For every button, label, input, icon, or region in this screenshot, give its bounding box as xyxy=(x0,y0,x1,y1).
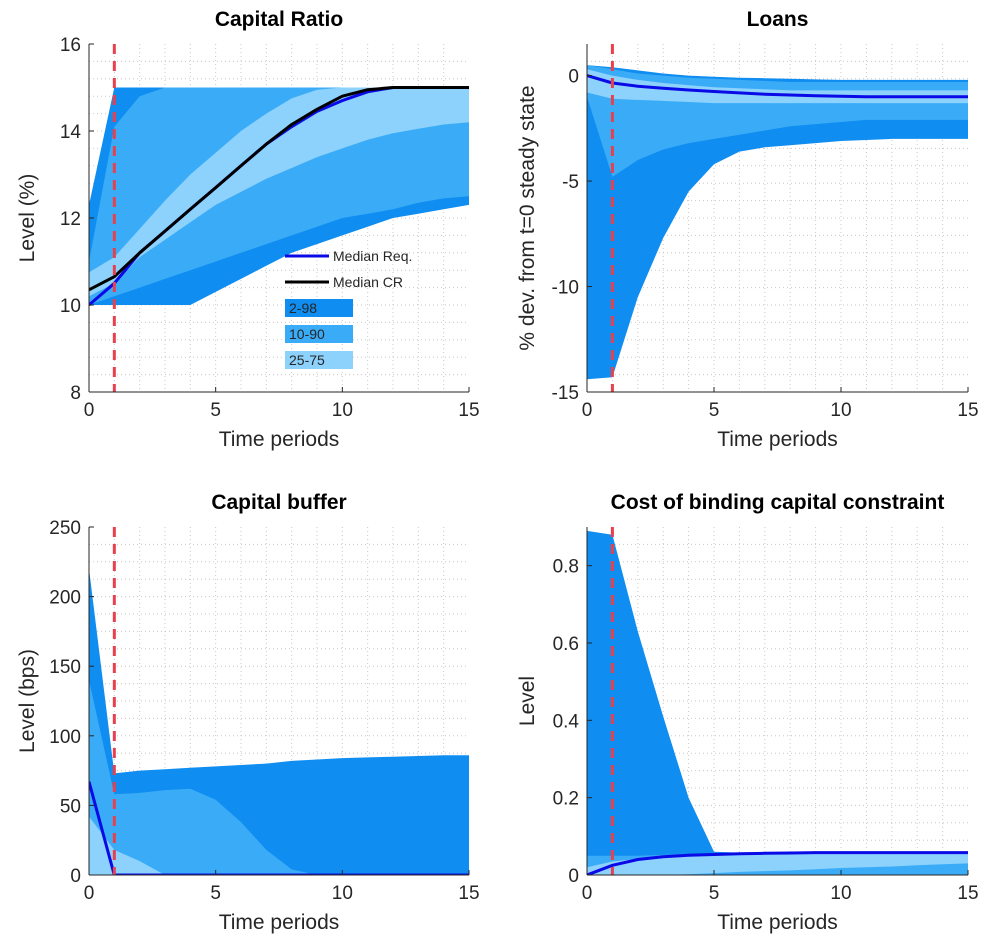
legend-label: Median Req. xyxy=(333,248,412,264)
chart-panel-1: 0 5 10 15 8 10 12 14 16 Capital Ratio Time periods… xyxy=(16,8,480,451)
series-median-req xyxy=(587,851,968,875)
band-25-75 xyxy=(587,853,968,875)
chart-panel-2: 0 5 10 15 -15 -10 -5 0 Loans Time periods % dev. f… xyxy=(516,8,979,451)
y-tick-label: 0 xyxy=(568,67,579,88)
x-tick-label: 15 xyxy=(458,883,479,904)
band-10-90 xyxy=(89,87,469,305)
y-tick-label: 16 xyxy=(60,35,81,56)
legend: Median Req. Median CR 2-98 10-90 25-75 xyxy=(285,248,412,369)
y-axis-label: Level xyxy=(516,676,539,726)
series-median-cr xyxy=(89,86,469,292)
x-tick-label: 0 xyxy=(582,883,593,904)
legend-label: 25-75 xyxy=(289,352,325,368)
x-tick-label: 0 xyxy=(84,400,95,421)
band-25-75 xyxy=(89,816,469,875)
chart-title: Loans xyxy=(747,8,809,31)
y-tick-label: 200 xyxy=(49,588,81,609)
y-tick-label: -15 xyxy=(552,383,579,404)
x-axis-label: Time periods xyxy=(717,911,838,934)
y-tick-label: 8 xyxy=(70,383,81,404)
band-10-90 xyxy=(89,680,469,875)
x-tick-label: 10 xyxy=(830,883,851,904)
legend-swatch-2-98 xyxy=(285,299,353,317)
y-tick-label: -5 xyxy=(562,172,579,193)
plot-content xyxy=(587,527,968,875)
x-axis-label: Time periods xyxy=(717,428,838,451)
y-tick-label: 0 xyxy=(70,866,81,887)
plot-content xyxy=(89,44,469,392)
x-tick-label: 5 xyxy=(709,883,720,904)
chart-title: Capital buffer xyxy=(211,491,346,514)
x-tick-label: 10 xyxy=(332,400,353,421)
y-axis-label: Level (%) xyxy=(16,174,39,263)
x-tick-label: 15 xyxy=(957,883,978,904)
x-tick-label: 0 xyxy=(582,400,593,421)
chart-title: Capital Ratio xyxy=(215,8,343,31)
band-25-75 xyxy=(89,87,469,297)
x-axis-label: Time periods xyxy=(219,428,340,451)
series-median-req xyxy=(587,74,968,99)
y-tick-label: -10 xyxy=(552,278,579,299)
x-tick-label: 5 xyxy=(210,883,221,904)
band-2-98 xyxy=(587,530,968,875)
x-tick-label: 10 xyxy=(830,400,851,421)
y-tick-label: 0.6 xyxy=(553,634,579,655)
band-25-75 xyxy=(587,69,968,104)
plot-content xyxy=(587,44,968,392)
chart-title: Cost of binding capital constraint xyxy=(611,491,945,514)
y-tick-label: 150 xyxy=(49,657,81,678)
legend-swatch-10-90 xyxy=(285,325,353,343)
x-tick-label: 5 xyxy=(709,400,720,421)
y-tick-label: 0.2 xyxy=(553,789,579,810)
y-tick-label: 100 xyxy=(49,727,81,748)
x-tick-label: 5 xyxy=(210,400,221,421)
x-tick-label: 0 xyxy=(84,883,95,904)
plot-content xyxy=(89,527,469,875)
x-axis-label: Time periods xyxy=(219,911,340,934)
y-tick-label: 0.4 xyxy=(553,711,580,732)
legend-swatch-25-75 xyxy=(285,351,353,369)
y-tick-label: 50 xyxy=(60,796,81,817)
x-tick-label: 15 xyxy=(957,400,978,421)
y-tick-label: 14 xyxy=(60,122,82,143)
y-tick-label: 0.8 xyxy=(553,557,579,578)
y-tick-label: 12 xyxy=(60,209,81,230)
y-tick-label: 0 xyxy=(568,866,579,887)
legend-label: 10-90 xyxy=(289,326,325,342)
y-tick-label: 250 xyxy=(49,518,81,539)
y-axis-label: Level (bps) xyxy=(16,649,39,753)
chart-panel-4: 0 5 10 15 0 0.2 0.4 0.6 0.8 Cost of binding capit… xyxy=(516,491,979,934)
x-tick-label: 15 xyxy=(458,400,479,421)
legend-label: Median CR xyxy=(333,274,403,290)
x-tick-label: 10 xyxy=(332,883,353,904)
legend-label: 2-98 xyxy=(289,300,317,316)
y-tick-label: 10 xyxy=(60,296,81,317)
y-axis-label: % dev. from t=0 steady state xyxy=(516,85,539,350)
